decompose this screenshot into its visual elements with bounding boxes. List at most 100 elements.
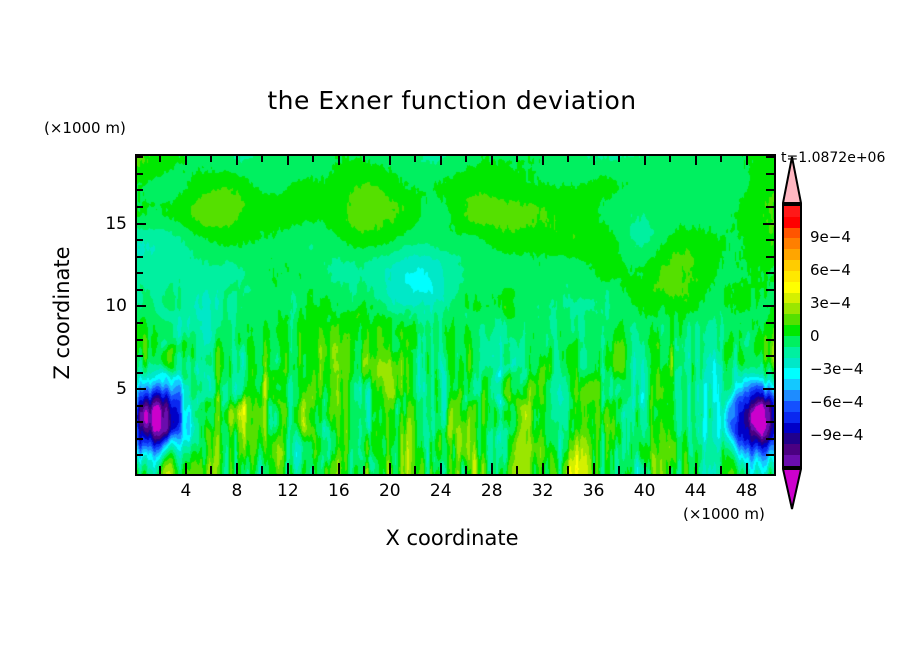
colorbar-band (784, 260, 800, 271)
x-tick-label: 48 (735, 481, 758, 501)
x-tick-label: 16 (328, 481, 350, 501)
z-tick-left (135, 156, 143, 158)
x-tick-top (695, 154, 697, 165)
x-tick-top (236, 154, 238, 165)
z-tick-left (135, 388, 146, 390)
x-tick-bottom (644, 463, 646, 474)
colorbar-bands (782, 204, 802, 468)
x-tick-bottom (746, 463, 748, 474)
x-tick-label: 36 (582, 481, 605, 501)
x-tick-label: 44 (684, 481, 707, 501)
z-tick-left (135, 355, 143, 357)
y-axis-title: Z coordinate (50, 246, 74, 380)
x-tick-top (414, 154, 416, 162)
z-tick-right (766, 189, 774, 191)
colorbar-band (784, 249, 800, 261)
x-tick-top (338, 154, 340, 165)
x-tick-label: 4 (180, 481, 192, 501)
x-tick-top (185, 154, 187, 165)
z-tick-label: 5 (116, 379, 127, 400)
x-tick-bottom (516, 466, 518, 474)
z-tick-right (766, 289, 774, 291)
x-tick-top (618, 154, 620, 162)
z-tick-left (135, 438, 143, 440)
z-tick-right (766, 322, 774, 324)
z-tick-left (135, 256, 143, 258)
z-tick-right (763, 305, 774, 307)
x-tick-bottom (389, 463, 391, 474)
colorbar-under-cap (781, 468, 803, 510)
z-tick-left (135, 305, 146, 307)
z-tick-right (766, 339, 774, 341)
colorbar-tick-label: 3e−4 (810, 294, 851, 312)
colorbar-band (784, 379, 800, 391)
x-tick-top (746, 154, 748, 165)
contour-field (137, 156, 774, 474)
colorbar-tick-label: −6e−4 (810, 393, 864, 411)
colorbar-tick-label: 9e−4 (810, 228, 851, 246)
z-tick-right (763, 388, 774, 390)
x-tick-top (210, 154, 212, 162)
colorbar-band (784, 400, 800, 412)
z-tick-left (135, 206, 143, 208)
x-tick-bottom (542, 463, 544, 474)
x-tick-bottom (695, 463, 697, 474)
x-tick-label: 12 (277, 481, 299, 501)
x-tick-top (389, 154, 391, 165)
x-tick-top (516, 154, 518, 162)
x-tick-label: 28 (480, 481, 503, 501)
colorbar: 9e−4 6e−4 3e−4 0 −3e−4 −6e−4 −9e−4 (781, 156, 863, 510)
x-tick-label: 40 (633, 481, 656, 501)
z-tick-right (766, 156, 774, 158)
colorbar-band (784, 368, 800, 380)
z-tick-left (135, 289, 143, 291)
z-tick-left (135, 223, 146, 225)
colorbar-band (784, 390, 800, 401)
z-tick-right (766, 256, 774, 258)
colorbar-band (784, 422, 800, 434)
colorbar-over-cap (781, 156, 803, 204)
colorbar-tick-label: −9e−4 (810, 426, 864, 444)
colorbar-band (784, 281, 800, 293)
z-tick-right (766, 355, 774, 357)
colorbar-band (784, 227, 800, 239)
colorbar-band (784, 292, 800, 304)
x-tick-bottom (669, 466, 671, 474)
colorbar-band (784, 346, 800, 358)
x-tick-top (159, 154, 161, 162)
z-tick-right (766, 421, 774, 423)
colorbar-tick-label: −3e−4 (810, 360, 864, 378)
x-axis-units-note: (×1000 m) (683, 505, 765, 523)
colorbar-band (784, 357, 800, 369)
z-tick-right (766, 173, 774, 175)
colorbar-band (784, 303, 800, 315)
colorbar-band (784, 238, 800, 250)
x-tick-top (287, 154, 289, 165)
x-tick-bottom (287, 463, 289, 474)
colorbar-band (784, 455, 800, 466)
x-tick-top (440, 154, 442, 165)
z-tick-right (766, 272, 774, 274)
z-tick-right (766, 438, 774, 440)
x-tick-bottom (159, 466, 161, 474)
x-tick-label: 24 (429, 481, 452, 501)
z-tick-label: 15 (105, 213, 127, 234)
z-tick-right (766, 206, 774, 208)
colorbar-band (784, 314, 800, 326)
colorbar-band (784, 325, 800, 336)
x-tick-top (567, 154, 569, 162)
z-tick-left (135, 322, 143, 324)
z-axis-units-note: (×1000 m) (44, 119, 126, 137)
x-tick-bottom (338, 463, 340, 474)
x-tick-top (465, 154, 467, 162)
x-tick-top (593, 154, 595, 165)
colorbar-band (784, 411, 800, 423)
z-tick-right (766, 239, 774, 241)
colorbar-band (784, 335, 800, 347)
x-tick-bottom (440, 463, 442, 474)
x-tick-top (312, 154, 314, 162)
colorbar-band (784, 216, 800, 228)
x-tick-bottom (567, 466, 569, 474)
x-tick-label: 8 (231, 481, 243, 501)
